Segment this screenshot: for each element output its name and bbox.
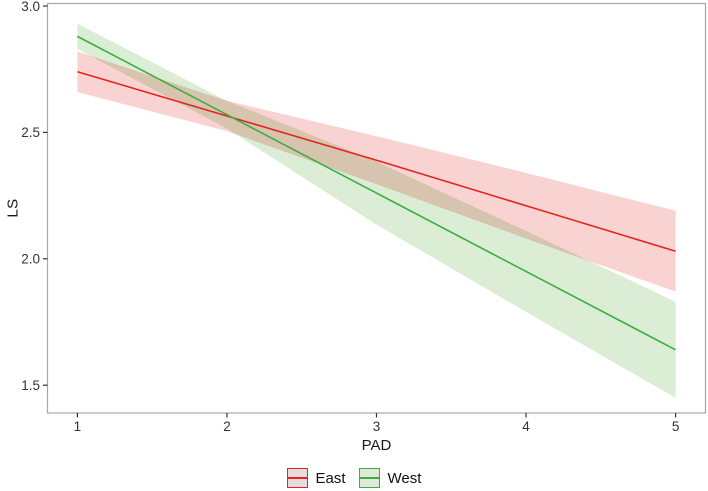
legend: East West	[0, 466, 708, 490]
ci-ribbon-west	[77, 23, 676, 398]
legend-key-west-line	[359, 477, 379, 479]
y-tick-label: 1.5	[21, 378, 40, 393]
legend-entry-east: East	[286, 468, 346, 488]
y-axis-title: LS	[4, 198, 22, 218]
x-tick-label: 3	[373, 419, 381, 434]
x-tick-label: 1	[74, 419, 82, 434]
legend-label-east: East	[315, 469, 346, 487]
x-tick-label: 2	[223, 419, 231, 434]
y-tick-label: 2.5	[21, 125, 40, 140]
trend-line-west	[77, 35, 676, 351]
x-axis-title: PAD	[361, 437, 392, 454]
legend-key-east-line	[287, 477, 307, 479]
y-tick-label: 2.0	[21, 252, 40, 267]
trend-line-east	[77, 70, 676, 252]
legend-label-west: West	[387, 469, 422, 487]
legend-entry-west: West	[358, 468, 422, 488]
x-tick-label: 4	[522, 419, 530, 434]
legend-key-east-swatch	[286, 468, 308, 488]
x-tick-label: 5	[672, 419, 680, 434]
y-tick-label: 3.0	[21, 0, 40, 14]
legend-key-west-swatch	[358, 468, 380, 488]
